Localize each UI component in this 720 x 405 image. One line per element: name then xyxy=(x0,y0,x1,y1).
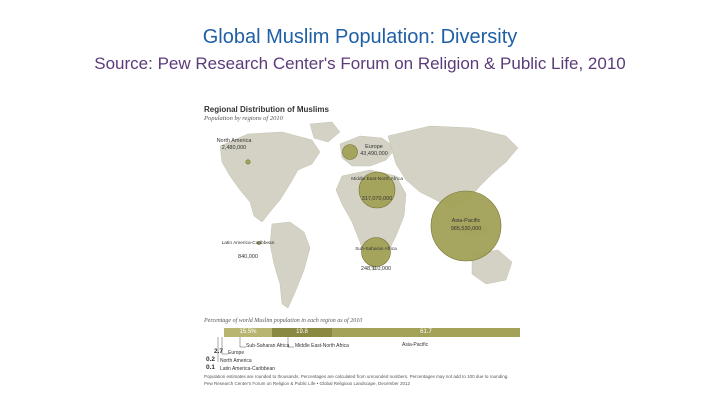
share-europe-region: Europe xyxy=(228,350,245,356)
label-north-america-pop: 2,480,000 xyxy=(222,145,246,151)
bubble-sub-saharan-africa xyxy=(361,237,391,267)
label-europe-pop: 43,490,000 xyxy=(360,151,388,157)
bar-label-mena: 19.8 xyxy=(296,329,308,335)
figure-credit: Pew Research Center's Forum on Religion … xyxy=(204,381,411,386)
label-asia-pacific-name: Asia-Pacific xyxy=(452,218,481,224)
percent-title: Percentage of world Muslim population in… xyxy=(204,318,363,324)
bubble-latin-america-caribbean xyxy=(257,241,261,245)
share-north-america-value: 0.2 xyxy=(206,356,216,363)
label-mena-pop: 317,070,000 xyxy=(362,196,393,202)
bar-region-asia-pacific: Asia-Pacific xyxy=(402,342,429,348)
bar-region-sub-saharan: Sub-Saharan Africa xyxy=(246,343,290,349)
world-map: North America 2,480,000 Europe 43,490,00… xyxy=(217,121,519,309)
share-europe-value: 2.7 xyxy=(214,348,224,355)
label-latin-america-name: Latin America-Caribbean xyxy=(222,240,275,246)
bar-sub-saharan-africa: 15.5% xyxy=(224,328,272,337)
bar-leader-lines xyxy=(217,337,294,362)
bubble-europe xyxy=(342,144,358,160)
figure-subtitle: Population by regions of 2010 xyxy=(204,115,283,122)
slide-title: Global Muslim Population: Diversity xyxy=(202,26,518,48)
bar-label-asia-pacific: 61.7 xyxy=(420,329,432,335)
bubble-asia-pacific xyxy=(430,190,502,262)
bar-region-mena: Middle East-North Africa xyxy=(295,343,349,349)
muslim-distribution-figure: Regional Distribution of Muslims Populat… xyxy=(200,104,525,389)
label-sub-saharan-name: Sub-Saharan Africa xyxy=(355,246,397,252)
share-north-america-region: North America xyxy=(220,358,252,364)
slide-source: Source: Pew Research Center's Forum on R… xyxy=(0,54,720,74)
source-text: Pew Research Center's Forum on Religion … xyxy=(152,54,626,73)
bar-label-sub-saharan: 15.5% xyxy=(239,329,257,335)
source-label: Source: xyxy=(94,54,153,73)
share-latin-america-region: Latin America-Caribbean xyxy=(220,366,276,372)
label-latin-america-pop: 840,000 xyxy=(238,254,258,260)
bar-middle-east-north-africa: 19.8 xyxy=(272,328,332,337)
label-north-america-name: North America xyxy=(217,138,253,144)
label-mena-name: Middle East-North Africa xyxy=(351,176,403,182)
figure-title: Regional Distribution of Muslims xyxy=(204,105,329,114)
bubble-middle-east-north-africa xyxy=(358,171,396,209)
label-europe-name: Europe xyxy=(365,144,383,150)
bubble-north-america xyxy=(245,159,251,165)
label-sub-saharan-pop: 248,110,000 xyxy=(361,266,391,272)
figure-footnote: Population estimates are rounded to thou… xyxy=(204,374,509,379)
share-latin-america-value: 0.1 xyxy=(206,364,216,371)
label-asia-pacific-pop: 985,530,000 xyxy=(451,226,482,232)
bar-asia-pacific: 61.7 xyxy=(332,328,520,337)
